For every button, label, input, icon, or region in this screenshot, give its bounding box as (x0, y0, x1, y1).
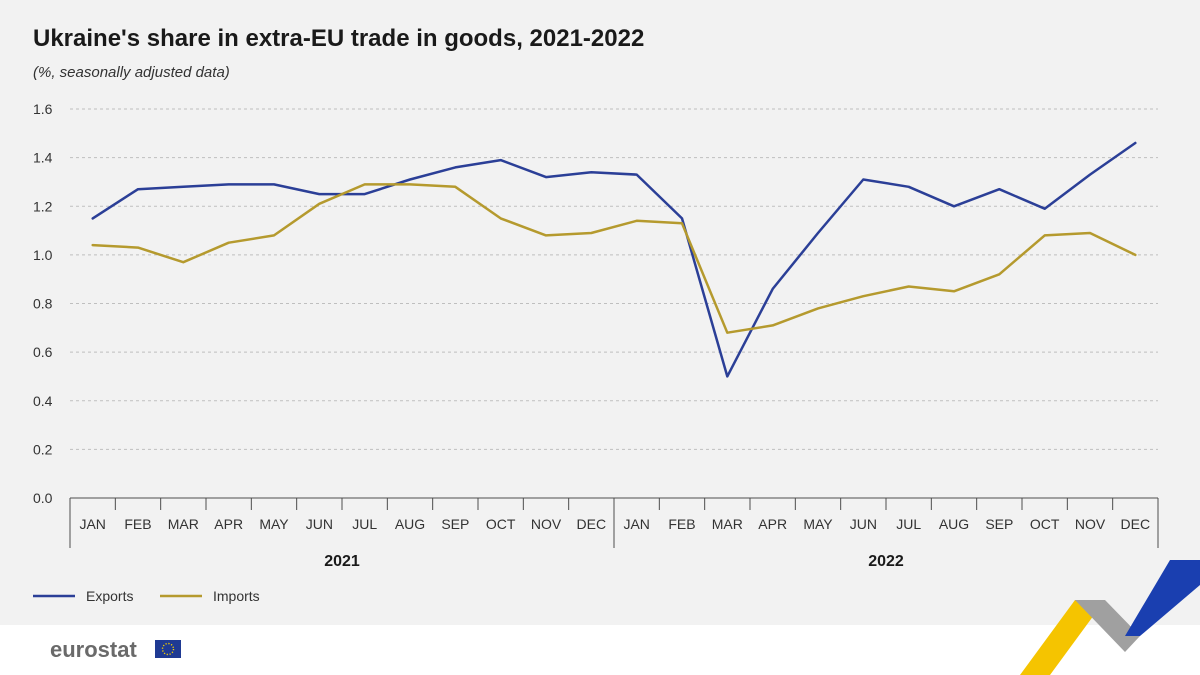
x-tick-label: OCT (1030, 516, 1060, 532)
y-tick-label: 0.0 (33, 490, 53, 506)
chart-title: Ukraine's share in extra-EU trade in goo… (33, 25, 644, 52)
eu-flag-icon (155, 640, 181, 658)
y-tick-label: 1.4 (33, 150, 53, 166)
ribbon-grey-shape (1075, 600, 1140, 652)
y-tick-label: 1.0 (33, 247, 53, 263)
y-tick-label: 0.6 (33, 344, 53, 360)
x-tick-label: JUN (850, 516, 877, 532)
ribbon-yellow-shape (1020, 600, 1105, 675)
x-tick-label: JUL (896, 516, 921, 532)
x-group-label: 2021 (324, 553, 360, 570)
x-tick-label: AUG (939, 516, 969, 532)
y-tick-label: 1.2 (33, 198, 53, 214)
eurostat-wordmark: eurostat (50, 637, 137, 662)
x-tick-label: SEP (441, 516, 469, 532)
series (91, 141, 1137, 378)
x-tick-label: JAN (79, 516, 105, 532)
x-tick-label: MAY (803, 516, 833, 532)
footer-band (0, 625, 1200, 675)
y-tick-label: 0.4 (33, 393, 53, 409)
x-tick-label: APR (214, 516, 243, 532)
x-tick-label: NOV (1075, 516, 1106, 532)
y-tick-label: 1.6 (33, 101, 53, 117)
x-tick-label: FEB (668, 516, 695, 532)
legend: Exports Imports (33, 588, 260, 604)
x-tick-label: OCT (486, 516, 516, 532)
x-tick-label: JUL (352, 516, 377, 532)
x-tick-label: JAN (623, 516, 649, 532)
x-tick-label: NOV (531, 516, 562, 532)
chart-subtitle: (%, seasonally adjusted data) (33, 64, 230, 81)
x-tick-label: JUN (306, 516, 333, 532)
y-axis: 0.0 0.2 0.4 0.6 0.8 1.0 1.2 1.4 1.6 (33, 101, 53, 506)
series-line-exports (91, 141, 1137, 378)
series-line-imports (91, 183, 1137, 334)
brand-ribbon-icon (1020, 560, 1200, 675)
eurostat-logo: eurostat (50, 637, 181, 662)
x-tick-label: DEC (1121, 516, 1151, 532)
x-tick-label: MAY (259, 516, 289, 532)
x-tick-label: MAR (712, 516, 743, 532)
x-axis: JAN FEB MAR APR MAY JUN JUL AUG SEP OCT NOV DEC JAN F… (69, 497, 1159, 570)
x-tick-label: AUG (395, 516, 425, 532)
y-tick-label: 0.8 (33, 296, 53, 312)
x-tick-label: APR (758, 516, 787, 532)
legend-label-imports: Imports (213, 588, 260, 604)
y-tick-label: 0.2 (33, 441, 53, 457)
eu-stars-icon (161, 642, 175, 656)
x-tick-label: SEP (985, 516, 1013, 532)
x-tick-label: FEB (124, 516, 151, 532)
x-group-label: 2022 (868, 553, 904, 570)
legend-label-exports: Exports (86, 588, 133, 604)
gridlines (70, 108, 1158, 450)
x-tick-label: DEC (577, 516, 607, 532)
x-tick-label: MAR (168, 516, 199, 532)
ribbon-blue-shape (1125, 560, 1200, 636)
